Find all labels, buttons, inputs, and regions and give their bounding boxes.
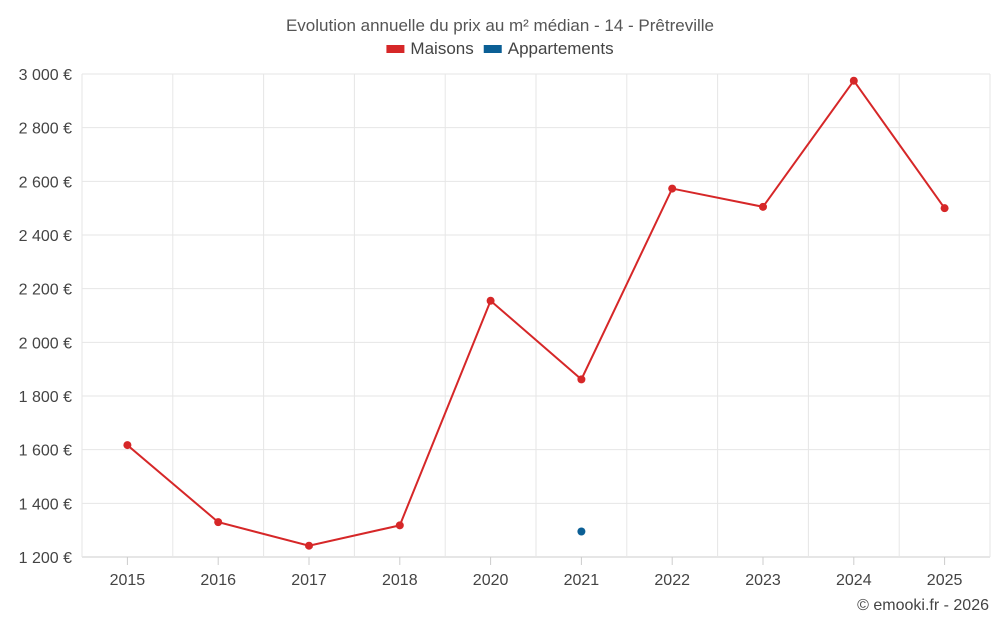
y-tick-label: 1 400 € <box>19 496 72 513</box>
x-tick-label: 2020 <box>473 572 509 589</box>
data-point-maisons[interactable] <box>577 375 586 384</box>
y-tick-label: 2 400 € <box>19 228 72 245</box>
y-tick-label: 1 600 € <box>19 443 72 460</box>
x-tick-label: 2018 <box>382 572 418 589</box>
legend-item-appartements[interactable]: Appartements <box>483 39 614 58</box>
data-point-maisons[interactable] <box>849 76 858 85</box>
y-tick-label: 2 000 € <box>19 335 72 352</box>
y-tick-label: 3 000 € <box>19 67 72 84</box>
x-tick-label: 2021 <box>564 572 600 589</box>
x-tick-label: 2023 <box>745 572 781 589</box>
x-tick-label: 2022 <box>654 572 690 589</box>
x-tick-label: 2015 <box>110 572 146 589</box>
grid <box>81 73 991 558</box>
x-tick-label: 2024 <box>836 572 872 589</box>
y-tick-label: 2 800 € <box>19 121 72 138</box>
data-point-maisons[interactable] <box>123 441 132 450</box>
data-point-maisons[interactable] <box>214 518 223 527</box>
y-tick-label: 1 800 € <box>19 389 72 406</box>
x-tick-label: 2016 <box>200 572 236 589</box>
y-tick-label: 2 200 € <box>19 282 72 299</box>
data-point-maisons[interactable] <box>486 296 495 305</box>
data-point-appartements[interactable] <box>577 527 586 536</box>
legend-label: Maisons <box>410 39 473 58</box>
y-tick-label: 1 200 € <box>19 550 72 567</box>
series-line-maisons <box>126 78 946 547</box>
x-tick-label: 2017 <box>291 572 327 589</box>
data-point-maisons[interactable] <box>305 541 313 550</box>
data-point-maisons[interactable] <box>940 204 949 213</box>
legend-label: Appartements <box>508 39 614 58</box>
credit-text: © emooki.fr - 2026 <box>857 597 989 614</box>
series-layer <box>123 76 949 550</box>
chart-title: Evolution annuelle du prix au m² médian … <box>286 16 714 35</box>
x-tick-label: 2025 <box>927 572 963 589</box>
legend[interactable]: Maisons Appartements <box>386 39 614 58</box>
data-point-maisons[interactable] <box>395 521 404 530</box>
y-tick-label: 2 600 € <box>19 174 72 191</box>
data-point-maisons[interactable] <box>759 202 767 211</box>
legend-swatch <box>386 45 405 53</box>
legend-swatch <box>483 45 502 53</box>
data-point-maisons[interactable] <box>668 184 677 193</box>
x-axis: 2015 2016 2017 2018 2020 2021 2022 2023 2024 2025 <box>110 557 963 589</box>
y-axis: 1 200 € 1 400 € 1 600 € 1 800 € 2 000 € 2 200… <box>19 67 72 567</box>
legend-item-maisons[interactable]: Maisons <box>386 39 474 58</box>
